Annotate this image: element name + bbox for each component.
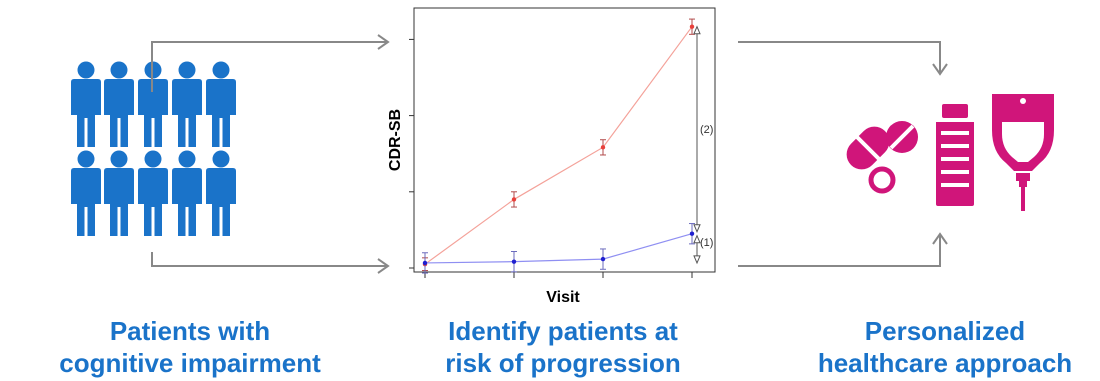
treatment-icons — [846, 94, 1054, 211]
chart-series — [422, 18, 695, 274]
arrow-to-chart-bottom — [151, 252, 386, 267]
data-point — [689, 24, 695, 29]
arrowhead-treatment-bottom — [932, 232, 948, 245]
data-point — [422, 260, 428, 266]
patient-group — [71, 61, 236, 236]
y-axis-ticks — [409, 38, 414, 269]
arrow-to-treatment-bottom — [738, 236, 941, 267]
plot-frame — [413, 7, 716, 273]
bracket-arrowhead — [693, 224, 701, 233]
arrowhead-chart-bottom — [377, 258, 390, 274]
person-icon — [172, 150, 202, 236]
series-line-high-risk — [424, 26, 693, 265]
arrowhead-treatment-top — [932, 63, 948, 76]
data-point — [600, 256, 606, 262]
data-point — [511, 259, 517, 264]
data-point — [689, 231, 695, 236]
person-icon — [206, 61, 236, 147]
y-axis-label: CDR-SB — [387, 109, 404, 171]
caption-identify: Identify patients at risk of progression — [445, 316, 681, 378]
arrow-to-chart-top — [151, 41, 386, 92]
arrow-to-treatment-top — [738, 41, 941, 72]
bracket-arrowhead — [693, 25, 701, 35]
person-icon — [138, 150, 168, 236]
difference-bracket — [693, 25, 701, 265]
data-point — [600, 145, 606, 150]
bracket-arrowhead — [693, 234, 701, 244]
person-icon — [172, 61, 202, 147]
annotation-1: (1) — [700, 237, 713, 249]
person-icon — [104, 150, 134, 236]
vial-icon — [936, 104, 974, 206]
caption-personalized: Personalized healthcare approach — [817, 316, 1073, 378]
annotation-2: (2) — [700, 124, 713, 136]
person-icon — [71, 150, 101, 236]
arrowhead-chart-top — [377, 34, 390, 50]
person-icon — [104, 61, 134, 147]
series-line-low-risk — [424, 233, 693, 264]
data-point — [511, 197, 517, 202]
x-axis-label: Visit — [546, 289, 580, 306]
x-axis-ticks — [424, 272, 693, 278]
iv-bag-icon — [992, 94, 1054, 211]
caption-patients: Patients with cognitive impairment — [59, 316, 321, 378]
person-icon — [206, 150, 236, 236]
pills-icon — [846, 121, 918, 194]
cdr-sb-chart: CDR-SB Visit (2) (1) — [387, 7, 716, 306]
person-icon — [71, 61, 101, 147]
flow-arrows — [151, 34, 948, 274]
bracket-arrowhead — [693, 255, 701, 265]
